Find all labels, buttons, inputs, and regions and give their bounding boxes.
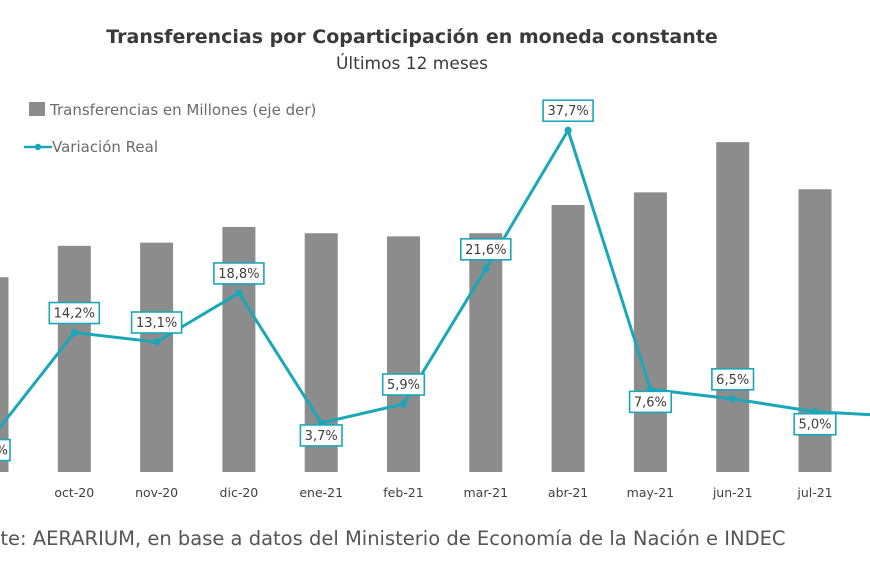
- x-axis-ticks: 0oct-20nov-20dic-20ene-21feb-21mar-21abr…: [54, 485, 832, 500]
- data-label-text: 5,9%: [387, 378, 420, 393]
- data-label-box: [381, 373, 426, 396]
- data-label-box: [459, 238, 512, 261]
- x-tick-label: abr-21: [548, 485, 588, 500]
- legend-bar-swatch: [29, 102, 45, 116]
- line-point: [70, 328, 78, 337]
- data-label-text: 18,8%: [218, 267, 259, 282]
- bar: [387, 236, 420, 472]
- data-label: %: [0, 438, 11, 462]
- bar: [551, 204, 585, 473]
- line-point: [729, 395, 737, 403]
- data-label-text: 13,1%: [136, 316, 177, 331]
- bar: [140, 242, 174, 472]
- bar: [469, 233, 503, 472]
- x-tick-label: mar-21: [464, 485, 509, 500]
- data-label-box: [711, 368, 755, 391]
- line-point: [482, 265, 490, 273]
- x-tick-label: oct-20: [54, 485, 94, 500]
- data-label-box: [793, 412, 837, 436]
- line-point: [153, 338, 161, 346]
- data-label-text: %: [0, 444, 8, 459]
- bar: [57, 245, 91, 472]
- data-label-box: [213, 262, 265, 285]
- data-label-text: 3,7%: [305, 429, 338, 444]
- line-point: [235, 289, 243, 297]
- legend: Transferencias en Millones (eje der) Var…: [24, 101, 316, 156]
- line-point: [564, 126, 572, 134]
- data-label: 18,8%: [213, 262, 265, 285]
- x-tick-label: jul-21: [796, 485, 832, 500]
- chart-title: Transferencias por Coparticipación en mo…: [106, 26, 717, 48]
- data-label: 21,6%: [459, 238, 512, 261]
- data-label-text: 7,6%: [634, 395, 667, 410]
- x-tick-label: jun-21: [712, 485, 753, 500]
- data-label-box: [48, 301, 101, 325]
- legend-line-label: Variación Real: [52, 138, 158, 156]
- data-label: 13,1%: [130, 311, 183, 334]
- data-label-text: 21,6%: [465, 243, 506, 258]
- data-label-box: [628, 390, 672, 414]
- data-label-text: 6,5%: [716, 373, 749, 388]
- source-note: nte: AERARIUM, en base a datos del Minis…: [0, 527, 786, 550]
- x-tick-label: ene-21: [299, 485, 343, 500]
- line-series: % 14,2% 13,1% 18,8% 3,7% 5,9% 21,6% 37,7% 7,6% 6,…: [0, 99, 870, 462]
- data-label: 3,7%: [299, 424, 343, 447]
- data-label: 7,6%: [628, 390, 672, 414]
- legend-bar-label: Transferencias en Millones (eje der): [49, 101, 316, 119]
- data-label: 5,9%: [381, 373, 426, 396]
- bar: [0, 277, 9, 472]
- data-label-text: 5,0%: [798, 418, 831, 433]
- x-tick-label: dic-20: [220, 485, 259, 500]
- chart-subtitle: Últimos 12 meses: [336, 52, 488, 74]
- legend-line-marker: [34, 143, 42, 151]
- line-point: [399, 400, 408, 408]
- x-tick-label: may-21: [627, 485, 674, 500]
- data-label-box: [299, 424, 343, 447]
- data-label: 5,0%: [793, 412, 837, 436]
- data-label: 6,5%: [711, 368, 755, 391]
- bar-series: [0, 142, 832, 473]
- data-label: 37,7%: [542, 99, 594, 123]
- data-label-box: [130, 311, 183, 334]
- data-label-box: [542, 99, 594, 123]
- data-label-text: 14,2%: [54, 307, 95, 322]
- x-tick-label: nov-20: [135, 485, 178, 500]
- data-label-box: [0, 438, 11, 462]
- data-label: 14,2%: [48, 301, 101, 325]
- line-path: [0, 128, 870, 430]
- bar: [716, 142, 750, 472]
- x-tick-label: feb-21: [383, 485, 423, 500]
- bar: [633, 192, 667, 472]
- data-label-text: 37,7%: [547, 104, 588, 119]
